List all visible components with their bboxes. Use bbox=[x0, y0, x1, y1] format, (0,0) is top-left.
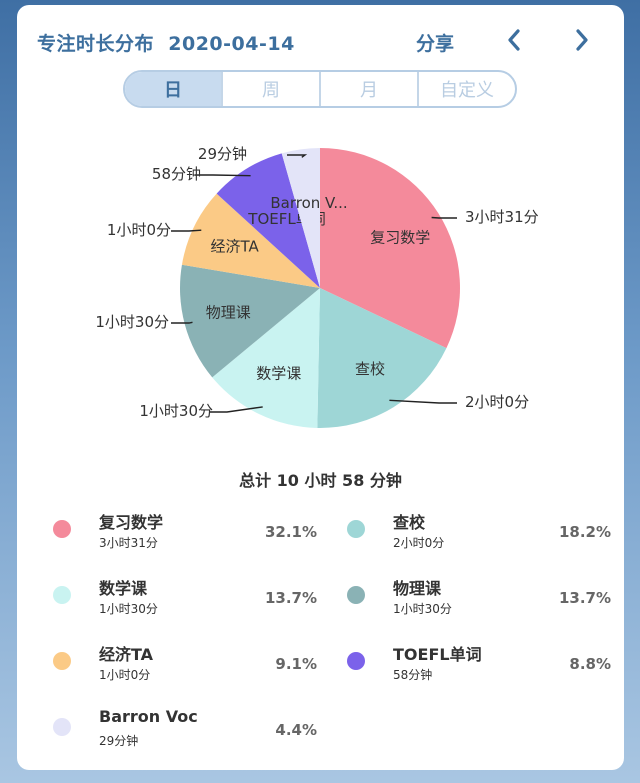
leader-line bbox=[171, 229, 202, 232]
share-button[interactable]: 分享 bbox=[416, 33, 455, 55]
legend-item[interactable]: 物理课 1小时30分 13.7% bbox=[321, 571, 611, 621]
pie-slice[interactable] bbox=[281, 148, 320, 288]
slice-duration-label: 1小时0分 bbox=[107, 221, 171, 239]
leader-line bbox=[287, 154, 308, 158]
slice-inner-label: 数学课 bbox=[256, 365, 301, 383]
slice-inner-label: 经济TA bbox=[210, 237, 259, 255]
legend-item[interactable]: Barron Voc 29分钟 4.4% bbox=[27, 703, 317, 753]
slice-inner-label: 复习数学 bbox=[370, 228, 430, 246]
legend-duration: 2小时0分 bbox=[393, 536, 445, 550]
leader-line bbox=[171, 321, 193, 324]
pie-slice[interactable] bbox=[179, 264, 320, 378]
legend-name: Barron Voc bbox=[99, 707, 198, 726]
tab-custom[interactable]: 自定义 bbox=[440, 80, 494, 101]
leader-line bbox=[195, 174, 251, 177]
pie-slice[interactable] bbox=[216, 153, 320, 288]
legend-percent: 13.7% bbox=[558, 589, 611, 607]
legend-name: 复习数学 bbox=[99, 513, 164, 532]
legend-color-dot bbox=[53, 718, 71, 736]
pie-chart: 复习数学 3小时31分查校 2小时0分 数学课 1小时30分 物理课 1小时30分 经济TA 1… bbox=[17, 123, 624, 443]
title-date: 2020-04-14 bbox=[168, 33, 295, 55]
pie-slice[interactable] bbox=[317, 288, 447, 428]
slice-inner-label: Barron V... bbox=[270, 194, 347, 212]
title-text: 专注时长分布 bbox=[37, 33, 155, 55]
legend-item[interactable]: 数学课 1小时30分 13.7% bbox=[27, 571, 317, 621]
legend-item[interactable]: 查校 2小时0分 18.2% bbox=[321, 505, 611, 555]
legend-name: 数学课 bbox=[99, 579, 148, 598]
prev-date-button[interactable] bbox=[499, 25, 529, 55]
legend-color-dot bbox=[53, 586, 71, 604]
legend-item[interactable]: 经济TA 1小时0分 9.1% bbox=[27, 637, 317, 687]
legend-item[interactable]: 复习数学 3小时31分 32.1% bbox=[27, 505, 317, 555]
legend-duration: 58分钟 bbox=[393, 668, 433, 682]
legend-color-dot bbox=[347, 586, 365, 604]
legend-color-dot bbox=[347, 520, 365, 538]
slice-inner-label: 物理课 bbox=[206, 304, 251, 322]
page-title: 专注时长分布 2020-04-14 bbox=[37, 29, 295, 56]
legend-percent: 9.1% bbox=[275, 655, 317, 673]
legend-duration: 1小时30分 bbox=[393, 602, 452, 616]
legend-duration: 1小时0分 bbox=[99, 668, 151, 682]
legend-name: 物理课 bbox=[393, 579, 442, 598]
legend-name: 经济TA bbox=[99, 645, 154, 664]
chevron-left-icon bbox=[508, 29, 520, 51]
slice-inner-label: 查校 bbox=[355, 360, 385, 378]
chevron-right-icon bbox=[576, 29, 588, 51]
pie-slice[interactable] bbox=[181, 193, 320, 288]
legend-color-dot bbox=[347, 652, 365, 670]
total-duration: 总计 10 小时 58 分钟 bbox=[239, 471, 402, 490]
leader-line bbox=[389, 399, 457, 404]
legend-duration: 1小时30分 bbox=[99, 602, 158, 616]
slice-duration-label: 58分钟 bbox=[152, 165, 201, 183]
card-header: 专注时长分布 2020-04-14 分享 bbox=[17, 5, 624, 75]
legend-name: TOEFL单词 bbox=[393, 645, 482, 664]
slice-duration-label: 3小时31分 bbox=[465, 208, 539, 226]
slice-duration-label: 2小时0分 bbox=[465, 393, 529, 411]
tab-day[interactable]: 日 bbox=[125, 72, 223, 106]
slice-duration-label: 1小时30分 bbox=[139, 402, 213, 420]
legend-color-dot bbox=[53, 520, 71, 538]
legend-name: 查校 bbox=[393, 513, 426, 532]
legend-item[interactable]: TOEFL单词 58分钟 8.8% bbox=[321, 637, 611, 687]
legend-color-dot bbox=[53, 652, 71, 670]
slice-duration-label: 29分钟 bbox=[198, 145, 247, 163]
legend-percent: 8.8% bbox=[569, 655, 611, 673]
period-tabs: 日 周 月 自定义 bbox=[123, 70, 517, 108]
slice-duration-label: 1小时30分 bbox=[95, 313, 169, 331]
focus-distribution-card: 专注时长分布 2020-04-14 分享 日 周 月 自定义 复习数学 3小时31… bbox=[17, 5, 624, 770]
pie-slice[interactable] bbox=[212, 288, 320, 428]
legend-percent: 18.2% bbox=[558, 523, 611, 541]
next-date-button[interactable] bbox=[567, 25, 597, 55]
leader-line bbox=[209, 406, 263, 413]
legend-percent: 13.7% bbox=[264, 589, 317, 607]
legend-duration: 3小时31分 bbox=[99, 536, 158, 550]
tab-month[interactable]: 月 bbox=[321, 72, 419, 106]
leader-line bbox=[431, 216, 457, 219]
legend-percent: 4.4% bbox=[275, 721, 317, 739]
legend-duration: 29分钟 bbox=[99, 734, 139, 748]
pie-slice[interactable] bbox=[320, 148, 460, 349]
tab-week[interactable]: 周 bbox=[223, 72, 321, 106]
legend-percent: 32.1% bbox=[264, 523, 317, 541]
